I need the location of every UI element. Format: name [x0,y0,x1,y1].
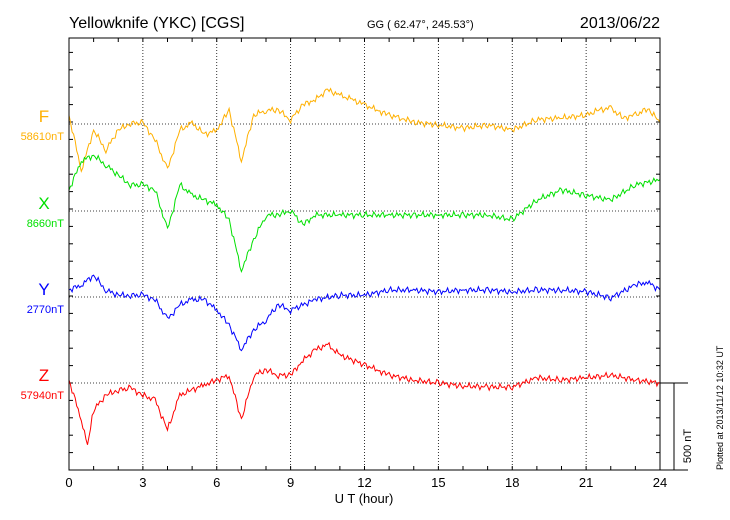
trace-z [68,341,661,445]
x-axis-label: U T (hour) [335,491,394,506]
x-tick-label: 6 [213,475,220,490]
station-title: Yellowknife (YKC) [CGS] [69,15,244,32]
series-name-x: X [38,194,49,213]
series-baseline-f: 58610nT [21,131,65,143]
x-tick-label: 18 [505,475,519,490]
x-tick-label: 0 [65,475,72,490]
series-name-z: Z [39,366,49,385]
coordinates: GG ( 62.47°, 245.53°) [367,19,474,31]
x-tick-label: 24 [653,475,667,490]
trace-x [68,154,661,274]
trace-f [68,87,661,173]
series-baseline-z: 57940nT [21,390,65,402]
x-tick-label: 12 [357,475,371,490]
series-baseline-x: 8660nT [27,218,65,230]
scale-bar-label: 500 nT [682,429,694,464]
plot-frame [68,37,661,471]
series-name-y: Y [38,280,49,299]
date: 2013/06/22 [580,15,660,32]
trace-y [68,274,661,352]
x-tick-label: 21 [579,475,593,490]
x-tick-label: 9 [287,475,294,490]
x-tick-label: 3 [139,475,146,490]
plotted-timestamp: Plotted at 2013/11/12 10:32 UT [715,345,725,470]
x-tick-label: 15 [431,475,445,490]
series-baseline-y: 2770nT [27,304,65,316]
series-name-f: F [39,107,49,126]
